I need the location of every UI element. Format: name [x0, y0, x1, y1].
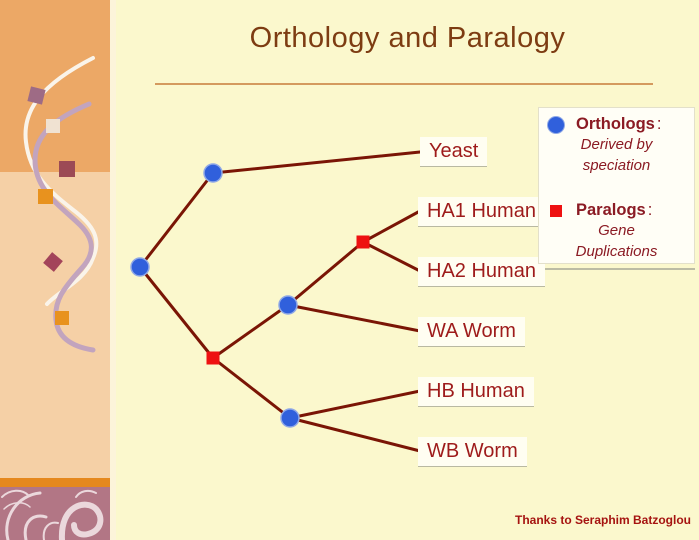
helix-square-orange-2 — [55, 311, 69, 325]
speciation-node-gene-a — [278, 295, 298, 315]
tree-edge-ha2 — [361, 240, 422, 273]
legend-paralogs-term: Paralogs — [576, 201, 646, 219]
duplication-node-gene-family — [206, 351, 220, 365]
tree-edge-ha1 — [361, 209, 422, 244]
speciation-node-yeast-ancestor — [203, 163, 223, 183]
legend-paralogs-desc-line1: Gene — [598, 222, 635, 239]
phylogenetic-tree — [130, 150, 422, 453]
helix-square-orange — [38, 189, 53, 204]
dna-helix-graphic — [23, 56, 99, 353]
duplication-node-ha — [356, 235, 370, 249]
legend-paralogs-colon: : — [647, 201, 653, 219]
ortholog-blue-circle-icon — [548, 116, 564, 133]
tree-edge-root-yeast-ancestor — [138, 171, 215, 269]
helix-diamond-maroon — [43, 252, 63, 272]
legend-orthologs-colon: : — [656, 115, 662, 133]
paisley-curl-6 — [75, 489, 97, 498]
legend-orthologs-term: Orthologs — [576, 115, 655, 133]
taxon-label-wa-worm: WA Worm — [418, 317, 525, 347]
legend-underline — [545, 268, 695, 270]
legend-paralogs-desc-line2: Duplications — [575, 242, 658, 260]
taxon-label-hb-human: HB Human — [418, 377, 534, 407]
speciation-node-gene-b — [280, 408, 300, 428]
paisley-curl-5 — [3, 502, 31, 510]
sidebar-slide-divider — [110, 0, 116, 540]
legend-orthologs-entry: Orthologs : Derived by speciation — [539, 115, 694, 175]
taxon-label-ha1-human: HA1 Human — [418, 197, 545, 227]
tree-edge-geneA-haDup — [286, 240, 365, 307]
paralog-red-square-icon — [550, 204, 562, 217]
taxon-label-ha2-human: HA2 Human — [418, 257, 545, 287]
tree-edge-hb — [288, 389, 422, 420]
paisley-pattern — [0, 487, 110, 540]
tree-edge-dup-geneA — [211, 303, 290, 360]
credit-text: Thanks to Seraphim Batzoglou — [514, 513, 691, 527]
legend-orthologs-desc-line2: speciation — [582, 156, 651, 174]
helix-square-mauve — [27, 86, 46, 105]
sidebar-decoration — [0, 0, 110, 540]
title-divider — [155, 83, 653, 85]
paisley-hook — [58, 501, 104, 540]
legend-paralogs-entry: Paralogs : Gene Duplications — [539, 201, 694, 261]
paisley-curl-1 — [5, 491, 42, 540]
paisley-curl-4 — [1, 489, 29, 498]
tree-edge-wa — [286, 303, 422, 333]
paisley-curl-2 — [23, 514, 48, 540]
helix-square-maroon — [59, 161, 75, 177]
speciation-node-root — [130, 257, 150, 277]
tree-edge-root-duplication — [138, 265, 215, 360]
tree-edge-dup-geneB — [211, 356, 292, 420]
slide-title: Orthology and Paralogy — [249, 22, 566, 54]
legend-orthologs-desc-line1: Derived by — [580, 136, 653, 153]
tree-edge-wb — [288, 416, 422, 453]
legend-box: Orthologs : Derived by speciation Paralo… — [538, 107, 695, 264]
sidebar-top-block — [0, 0, 110, 172]
tree-edge-yeast — [211, 150, 422, 175]
sidebar-orange-bar — [0, 478, 110, 487]
paisley-curl-3 — [42, 521, 59, 540]
slide-body: Orthology and Paralogy — [116, 0, 699, 540]
taxon-label-yeast: Yeast — [420, 137, 488, 167]
taxon-label-wb-worm: WB Worm — [418, 437, 527, 467]
helix-strand-white — [23, 56, 99, 306]
helix-square-cream — [46, 119, 60, 133]
